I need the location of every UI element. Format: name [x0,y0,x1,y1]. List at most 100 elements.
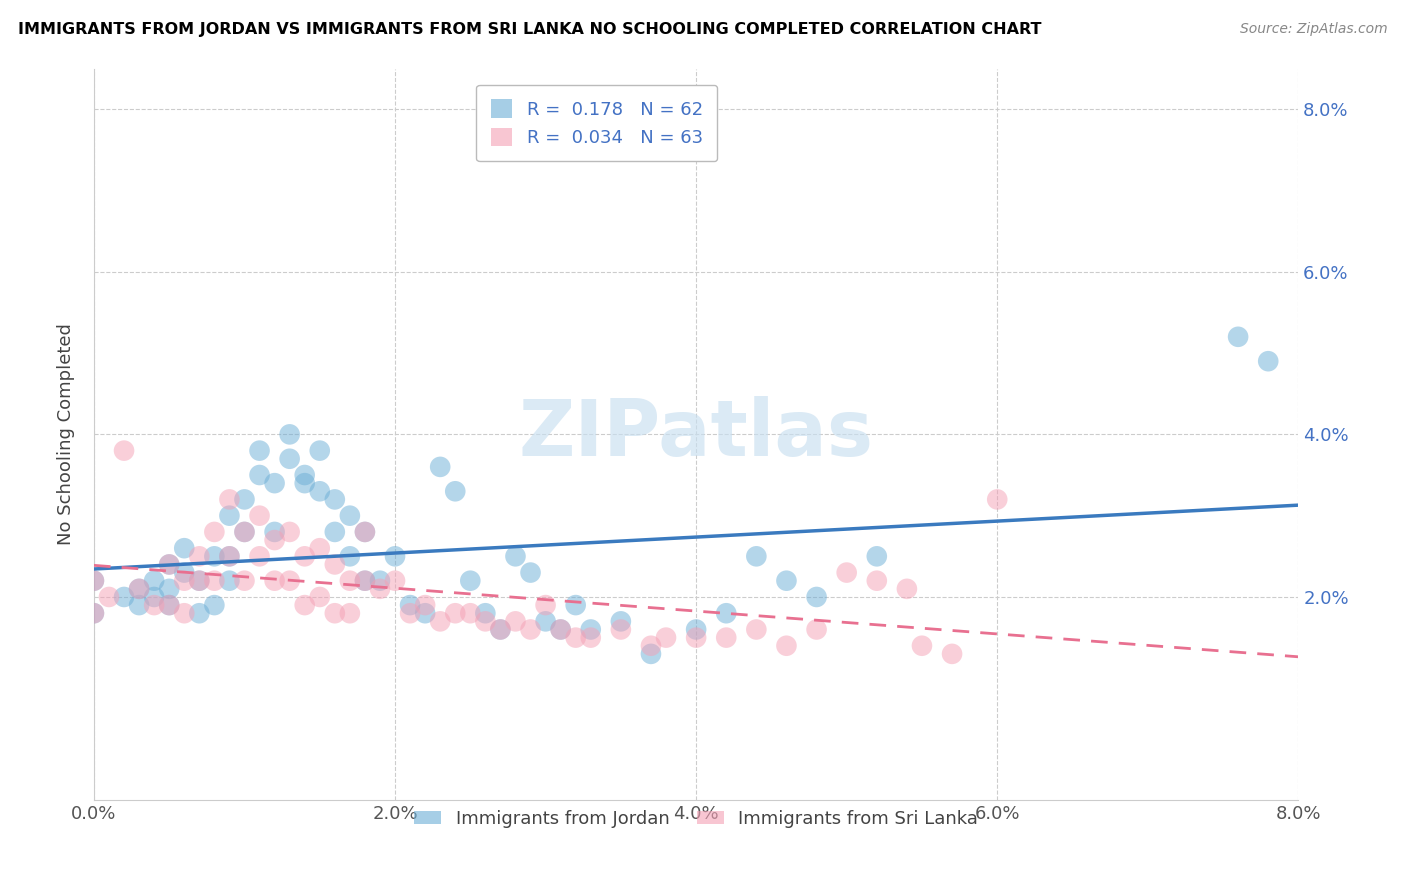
Point [354,524,377,539]
Point [173,566,195,580]
Point [339,508,361,523]
Point [579,623,602,637]
Point [413,606,436,620]
Point [413,598,436,612]
Point [458,606,481,620]
Point [354,574,377,588]
Point [294,549,316,564]
Point [1227,330,1250,344]
Point [489,623,512,637]
Point [218,549,240,564]
Point [534,615,557,629]
Point [112,590,135,604]
Point [218,549,240,564]
Point [399,606,422,620]
Point [505,549,527,564]
Point [128,582,150,596]
Point [655,631,678,645]
Point [685,631,707,645]
Point [986,492,1008,507]
Point [308,443,330,458]
Point [564,598,586,612]
Point [384,549,406,564]
Point [308,541,330,556]
Point [278,427,301,442]
Point [1257,354,1279,368]
Point [685,623,707,637]
Point [249,443,271,458]
Point [188,549,211,564]
Point [202,549,225,564]
Point [550,623,572,637]
Point [458,574,481,588]
Point [775,639,797,653]
Point [143,590,166,604]
Point [278,574,301,588]
Point [745,623,768,637]
Point [775,574,797,588]
Point [354,574,377,588]
Point [233,492,256,507]
Point [157,558,180,572]
Point [866,549,889,564]
Point [384,574,406,588]
Point [218,492,240,507]
Point [294,598,316,612]
Point [806,623,828,637]
Point [519,623,541,637]
Point [610,615,633,629]
Point [474,615,496,629]
Point [83,606,105,620]
Point [323,606,346,620]
Point [188,606,211,620]
Point [218,574,240,588]
Point [429,615,451,629]
Point [157,598,180,612]
Point [263,533,285,547]
Text: ZIPatlas: ZIPatlas [519,396,873,473]
Point [249,508,271,523]
Point [294,468,316,483]
Point [444,484,467,499]
Point [610,623,633,637]
Point [173,606,195,620]
Point [278,524,301,539]
Point [745,549,768,564]
Point [157,582,180,596]
Point [716,606,738,620]
Point [98,590,121,604]
Point [202,524,225,539]
Point [83,574,105,588]
Point [474,606,496,620]
Point [202,598,225,612]
Point [263,574,285,588]
Point [339,574,361,588]
Point [429,459,451,474]
Point [354,524,377,539]
Point [249,549,271,564]
Point [323,524,346,539]
Point [911,639,934,653]
Point [640,639,662,653]
Point [263,524,285,539]
Point [444,606,467,620]
Point [173,541,195,556]
Point [83,606,105,620]
Point [489,623,512,637]
Point [323,492,346,507]
Point [173,574,195,588]
Y-axis label: No Schooling Completed: No Schooling Completed [58,324,75,545]
Point [399,598,422,612]
Point [941,647,963,661]
Point [896,582,918,596]
Point [157,598,180,612]
Point [640,647,662,661]
Point [294,476,316,491]
Point [534,598,557,612]
Point [263,476,285,491]
Point [233,574,256,588]
Point [339,606,361,620]
Point [128,598,150,612]
Point [83,574,105,588]
Point [233,524,256,539]
